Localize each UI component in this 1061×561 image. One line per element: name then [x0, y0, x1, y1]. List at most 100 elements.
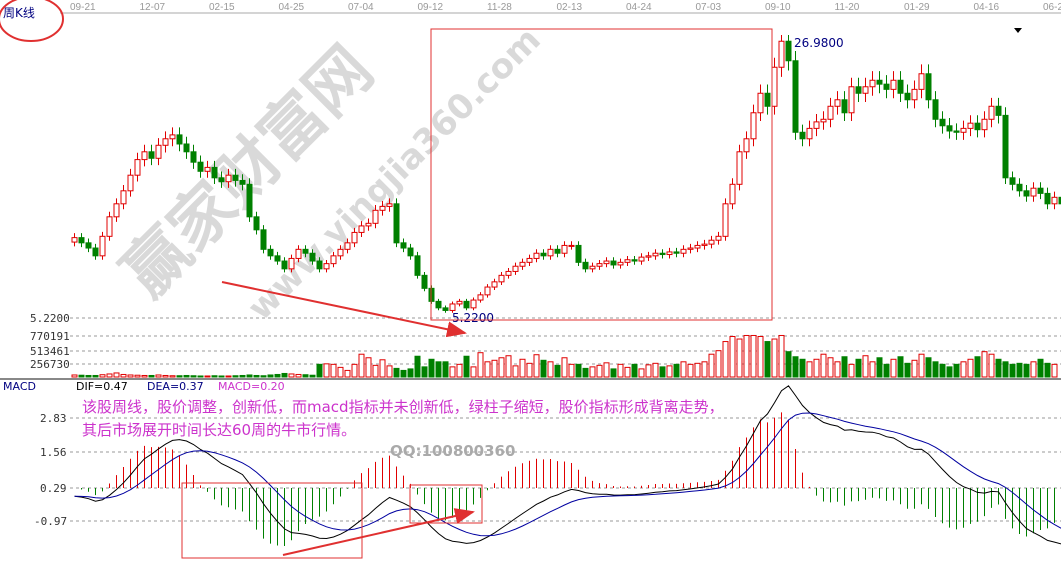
volume-bar — [729, 335, 736, 378]
candle-body — [141, 151, 148, 161]
date-tick: 12-07 — [140, 2, 166, 13]
macd-tick: 2.83 — [40, 412, 67, 425]
volume-bar — [141, 374, 148, 378]
candle-body — [799, 131, 806, 140]
dif-line — [74, 385, 1061, 545]
candle-body — [372, 209, 379, 224]
candle-body — [708, 239, 715, 245]
volume-bar — [785, 351, 792, 378]
volume-bar — [442, 361, 449, 378]
candle-body — [393, 203, 400, 244]
volume-bar — [750, 334, 757, 378]
date-tick: 04-16 — [974, 2, 1000, 13]
price-axis-label: 5.2200 — [30, 312, 70, 325]
volume-tick: 256730 — [30, 358, 70, 371]
volume-bar — [918, 353, 925, 378]
volume-bar — [1002, 361, 1009, 378]
candle-body — [239, 179, 246, 185]
volume-bar — [470, 366, 477, 378]
volume-bar — [78, 374, 85, 378]
candle-body — [386, 203, 393, 207]
volume-bar — [1016, 362, 1023, 378]
candle-body — [120, 190, 127, 205]
volume-bar — [764, 341, 771, 378]
dif-value: DIF=0.47 — [76, 380, 128, 393]
volume-bar — [757, 335, 764, 378]
candle-body — [617, 261, 624, 266]
volume-bar — [708, 353, 715, 378]
volume-bar — [841, 356, 848, 378]
volume-bar — [379, 359, 386, 378]
volume-bar — [491, 359, 498, 378]
volume-bar — [701, 361, 708, 378]
volume-bar — [316, 363, 323, 378]
volume-bar — [652, 362, 659, 378]
candle-body — [344, 242, 351, 250]
candle-body — [862, 86, 869, 94]
volume-bar — [155, 374, 162, 378]
dea-line — [74, 412, 1061, 537]
volume-bar — [190, 375, 197, 378]
volume-bar — [309, 374, 316, 378]
candle-body — [757, 92, 764, 114]
volume-bar — [400, 369, 407, 378]
candle-body — [575, 244, 582, 263]
volume-bar — [449, 366, 456, 378]
volume-bar — [890, 358, 897, 378]
volume-bar — [722, 341, 729, 378]
volume-bar — [484, 361, 491, 378]
volume-bar — [799, 358, 806, 378]
volume-bar — [393, 367, 400, 378]
volume-bar — [176, 375, 183, 378]
candle-body — [218, 177, 225, 183]
volume-bar — [113, 372, 120, 378]
candle-body — [645, 255, 652, 258]
volume-bars — [71, 334, 1058, 378]
volume-bar — [218, 375, 225, 378]
svg-text:赢家财富网: 赢家财富网 — [109, 33, 388, 312]
volume-bar — [974, 356, 981, 378]
volume-bar — [638, 368, 645, 378]
dropdown-arrow-icon[interactable] — [1014, 28, 1022, 33]
volume-bar — [1023, 363, 1030, 378]
candle-body — [925, 73, 932, 101]
candle-body — [456, 300, 463, 305]
volume-bar — [211, 375, 218, 378]
volume-bar — [1030, 361, 1037, 378]
candle-body — [743, 138, 750, 153]
volume-bar — [806, 361, 813, 378]
volume-bar — [771, 338, 778, 378]
volume-bar — [358, 353, 365, 378]
candle-body — [127, 174, 134, 192]
candle-body — [820, 118, 827, 123]
candle-body — [610, 260, 617, 266]
candle-body — [729, 183, 736, 205]
macd-tick: -0.97 — [34, 515, 67, 528]
volume-bar — [603, 362, 610, 378]
volume-bar — [911, 359, 918, 378]
volume-bar — [827, 357, 834, 378]
candle-body — [995, 105, 1002, 116]
volume-bar — [120, 373, 127, 378]
candle-body — [162, 138, 169, 146]
candle-body — [680, 248, 687, 254]
date-tick: 02-15 — [209, 2, 235, 13]
volume-bar — [1044, 362, 1051, 378]
candle-body — [225, 174, 232, 183]
candle-body — [631, 259, 638, 262]
volume-bar — [820, 353, 827, 378]
candle-body — [1051, 196, 1058, 205]
candle-body — [323, 263, 330, 270]
volume-bar — [596, 364, 603, 378]
volume-bar — [274, 373, 281, 378]
volume-bar — [855, 358, 862, 378]
candle-body — [253, 216, 260, 231]
volume-bar — [505, 355, 512, 378]
volume-bar — [610, 368, 617, 378]
volume-bar — [617, 363, 624, 378]
period-label[interactable]: 周K线 — [3, 6, 35, 20]
candle-body — [911, 88, 918, 101]
candle-body — [540, 252, 547, 257]
date-tick: 06-25 — [1043, 2, 1061, 13]
